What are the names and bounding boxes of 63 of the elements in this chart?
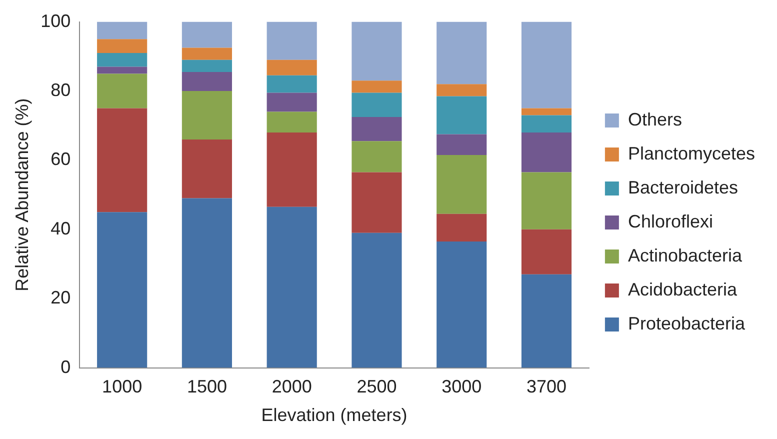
x-tick-label: 3000 xyxy=(442,376,482,397)
bar xyxy=(266,92,317,112)
legend-label: Bacteroidetes xyxy=(628,177,738,198)
y-tick-label: 0 xyxy=(60,356,71,377)
legend-label: Chloroflexi xyxy=(628,211,713,232)
bar xyxy=(521,274,572,368)
bar xyxy=(97,212,148,368)
legend-label: Others xyxy=(628,109,682,130)
y-tick-label: 80 xyxy=(50,80,71,100)
bar xyxy=(521,229,572,274)
bar xyxy=(97,74,148,108)
bar xyxy=(182,72,232,91)
bar xyxy=(436,242,487,368)
x-tick-label: 3700 xyxy=(526,376,567,397)
bar xyxy=(97,108,148,212)
bar xyxy=(97,39,148,53)
bar xyxy=(182,48,232,60)
bar xyxy=(436,155,487,214)
bar xyxy=(97,66,148,74)
bar xyxy=(182,91,232,140)
x-tick-label: 2500 xyxy=(356,376,397,397)
bar xyxy=(352,141,402,172)
bar xyxy=(436,134,487,156)
bar xyxy=(266,132,317,207)
bar xyxy=(97,22,148,40)
bar xyxy=(352,22,402,81)
y-tick-label: 100 xyxy=(40,10,71,31)
bar xyxy=(436,96,487,134)
bar xyxy=(352,232,402,368)
y-axis-title: Relative Abundance (%) xyxy=(12,98,32,292)
bar xyxy=(521,108,572,116)
bar xyxy=(182,198,232,368)
legend-label: Acidobacteria xyxy=(628,279,738,300)
bar xyxy=(352,80,402,93)
bar xyxy=(97,52,148,67)
bar xyxy=(266,60,317,76)
bar xyxy=(182,139,232,198)
bar xyxy=(266,112,317,133)
bar xyxy=(436,22,487,84)
legend-label: Planctomycetes xyxy=(628,143,756,164)
x-tick-label: 2000 xyxy=(272,376,312,397)
bar xyxy=(352,172,402,233)
y-tick-label: 40 xyxy=(50,218,71,238)
y-tick-label: 20 xyxy=(50,288,71,308)
x-tick-label: 1000 xyxy=(102,376,142,397)
bar xyxy=(521,115,572,133)
bar xyxy=(521,22,572,108)
bar xyxy=(436,84,487,96)
bar xyxy=(436,214,487,242)
bar xyxy=(182,60,232,72)
bar xyxy=(266,22,317,60)
bar xyxy=(521,132,572,172)
bar xyxy=(352,116,402,142)
x-axis-title: Elevation (meters) xyxy=(261,405,408,426)
x-tick-label: 1500 xyxy=(186,376,227,397)
bar xyxy=(352,92,402,117)
y-tick-label: 60 xyxy=(50,149,71,170)
bar xyxy=(182,22,232,48)
bar xyxy=(266,75,317,93)
legend-label: Actinobacteria xyxy=(628,245,743,266)
legend-label: Proteobacteria xyxy=(628,313,746,334)
bar xyxy=(521,172,572,230)
bar xyxy=(266,206,317,368)
